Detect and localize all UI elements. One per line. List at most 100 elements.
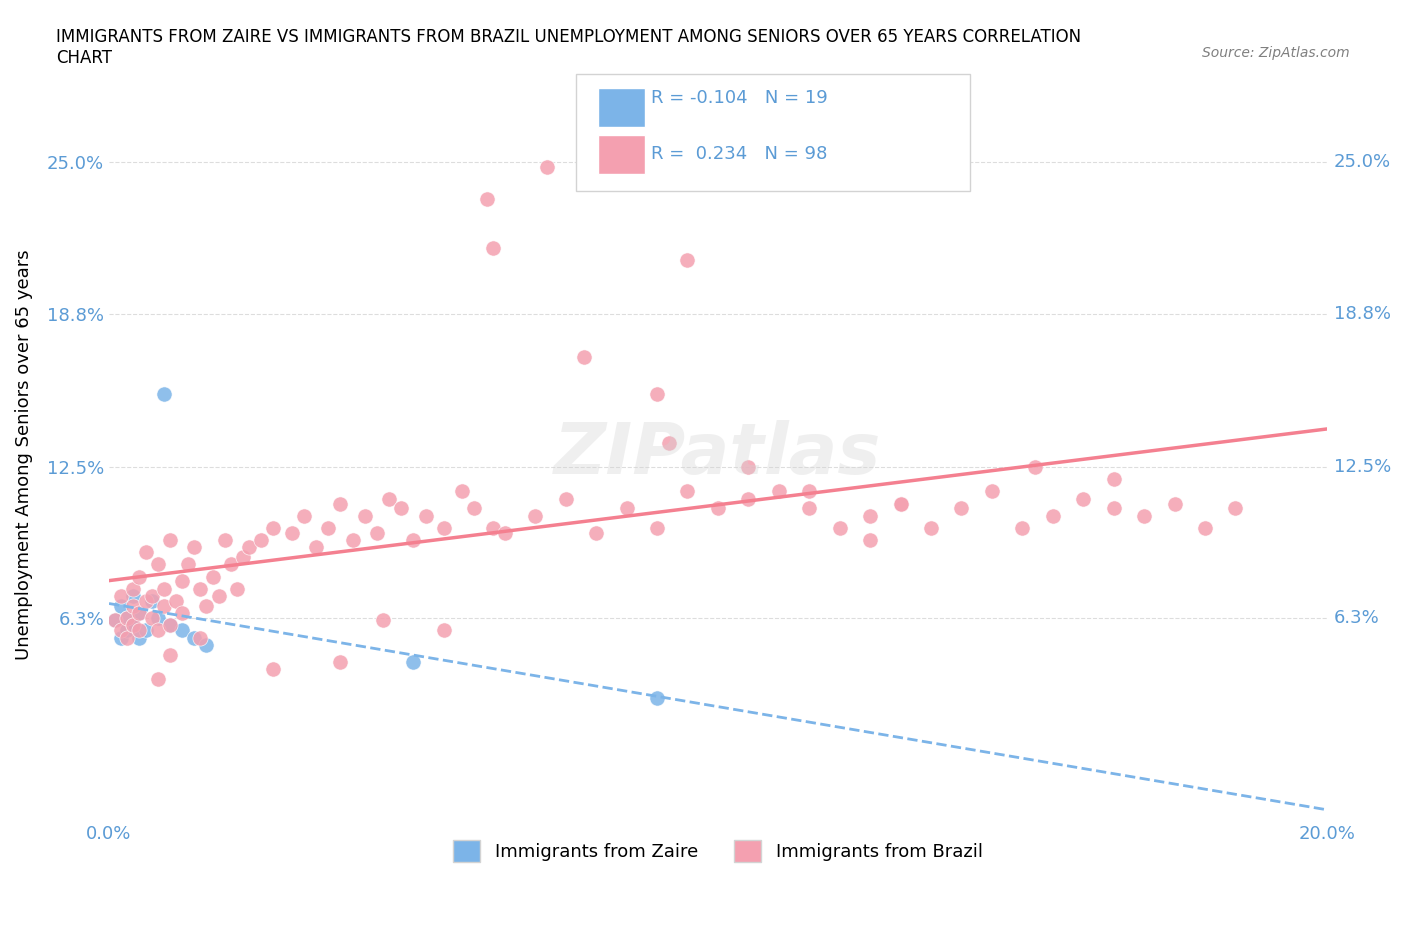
- Point: [122, 598, 145, 613]
- Point: [104, 613, 127, 628]
- Point: [737, 491, 759, 506]
- Point: [1194, 521, 1216, 536]
- Point: [201, 569, 224, 584]
- Point: [183, 540, 205, 555]
- Point: [207, 589, 229, 604]
- Point: [110, 598, 132, 613]
- Point: [280, 525, 302, 540]
- Point: [262, 662, 284, 677]
- Point: [329, 496, 352, 511]
- Point: [402, 655, 425, 670]
- Point: [238, 540, 260, 555]
- Point: [1102, 472, 1125, 486]
- Text: IMMIGRANTS FROM ZAIRE VS IMMIGRANTS FROM BRAZIL UNEMPLOYMENT AMONG SENIORS OVER : IMMIGRANTS FROM ZAIRE VS IMMIGRANTS FROM…: [56, 28, 1081, 67]
- Point: [128, 623, 150, 638]
- Point: [135, 623, 157, 638]
- Point: [481, 240, 503, 255]
- Point: [159, 533, 181, 548]
- Point: [117, 611, 139, 626]
- Point: [1102, 501, 1125, 516]
- Point: [170, 574, 193, 589]
- Point: [153, 598, 176, 613]
- Point: [890, 496, 912, 511]
- Point: [859, 533, 882, 548]
- Point: [146, 623, 169, 638]
- Point: [128, 605, 150, 620]
- Point: [219, 557, 242, 572]
- Point: [110, 589, 132, 604]
- Point: [195, 598, 218, 613]
- Point: [980, 484, 1002, 498]
- Point: [1071, 491, 1094, 506]
- Point: [188, 581, 211, 596]
- Point: [128, 631, 150, 645]
- Text: R = -0.104   N = 19: R = -0.104 N = 19: [651, 88, 828, 107]
- Point: [1024, 459, 1046, 474]
- Point: [1163, 496, 1185, 511]
- Point: [463, 501, 485, 516]
- Point: [159, 647, 181, 662]
- Point: [195, 637, 218, 652]
- Text: R =  0.234   N = 98: R = 0.234 N = 98: [651, 145, 827, 164]
- Point: [135, 593, 157, 608]
- Point: [554, 491, 576, 506]
- Point: [768, 484, 790, 498]
- Text: Source: ZipAtlas.com: Source: ZipAtlas.com: [1202, 46, 1350, 60]
- Point: [122, 589, 145, 604]
- Point: [494, 525, 516, 540]
- Point: [415, 509, 437, 524]
- Point: [146, 557, 169, 572]
- Point: [536, 160, 558, 175]
- Point: [890, 496, 912, 511]
- Point: [572, 350, 595, 365]
- Point: [153, 387, 176, 402]
- Point: [305, 540, 328, 555]
- Text: 18.8%: 18.8%: [1334, 304, 1391, 323]
- Point: [117, 623, 139, 638]
- Point: [225, 581, 247, 596]
- Point: [110, 623, 132, 638]
- Point: [1011, 521, 1033, 536]
- Point: [451, 484, 474, 498]
- Point: [799, 501, 821, 516]
- Point: [920, 521, 942, 536]
- Point: [585, 525, 607, 540]
- Point: [292, 509, 315, 524]
- Point: [110, 631, 132, 645]
- Point: [135, 545, 157, 560]
- Point: [146, 671, 169, 686]
- Text: 25.0%: 25.0%: [1334, 153, 1391, 171]
- Point: [433, 623, 456, 638]
- Point: [141, 593, 163, 608]
- Point: [799, 484, 821, 498]
- Point: [1133, 509, 1156, 524]
- Point: [658, 435, 681, 450]
- Point: [159, 618, 181, 632]
- Point: [645, 691, 668, 706]
- Point: [128, 605, 150, 620]
- Point: [378, 491, 401, 506]
- Point: [389, 501, 412, 516]
- Point: [353, 509, 375, 524]
- Text: 6.3%: 6.3%: [1334, 609, 1379, 627]
- Point: [707, 501, 730, 516]
- Point: [859, 509, 882, 524]
- Point: [165, 593, 187, 608]
- Point: [676, 252, 699, 267]
- Point: [676, 484, 699, 498]
- Point: [1225, 501, 1247, 516]
- Point: [1042, 509, 1064, 524]
- Point: [329, 655, 352, 670]
- Point: [645, 521, 668, 536]
- Point: [188, 631, 211, 645]
- Point: [737, 459, 759, 474]
- Point: [402, 533, 425, 548]
- Point: [141, 589, 163, 604]
- Point: [117, 631, 139, 645]
- Point: [342, 533, 364, 548]
- Point: [316, 521, 339, 536]
- Point: [232, 550, 254, 565]
- Point: [645, 387, 668, 402]
- Text: ZIPatlas: ZIPatlas: [554, 420, 882, 489]
- Point: [170, 623, 193, 638]
